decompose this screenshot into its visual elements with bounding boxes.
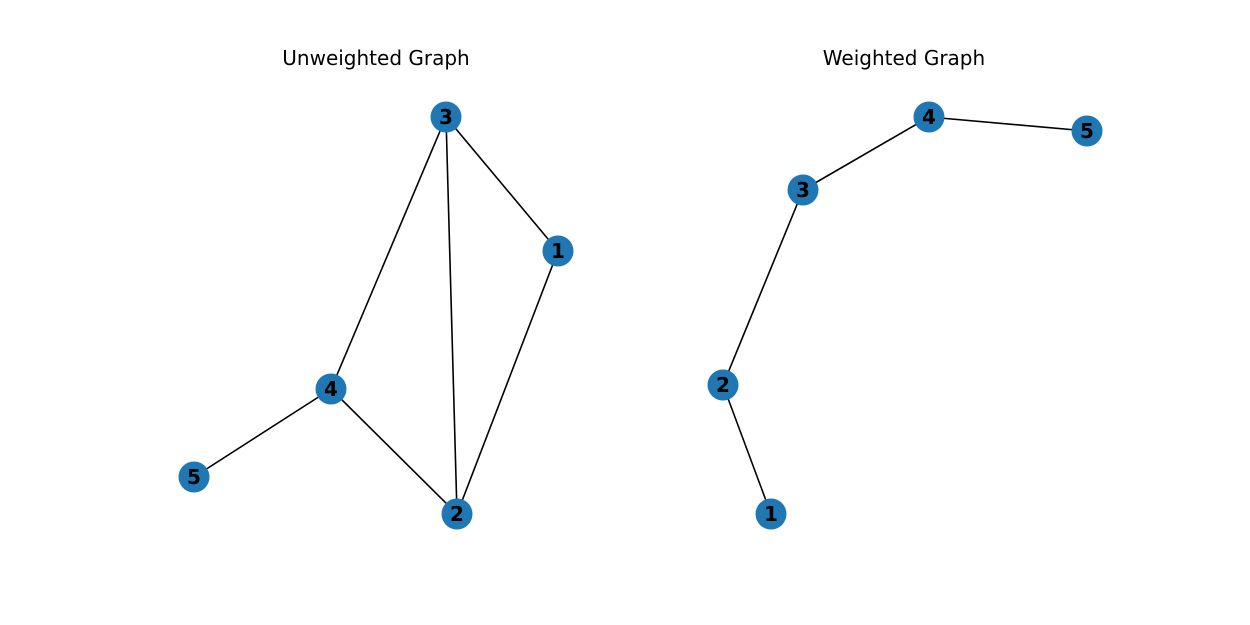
weighted-node-5: 5	[1071, 115, 1103, 147]
unweighted-edge-3-2	[445, 116, 458, 515]
unweighted-node-circle-5	[178, 461, 210, 493]
unweighted-node-5: 5	[178, 461, 210, 493]
weighted-edge-3-2	[722, 189, 804, 386]
unweighted-node-label-1: 1	[551, 239, 565, 263]
weighted-node-circle-3	[787, 174, 819, 206]
weighted-node-label-5: 5	[1080, 119, 1094, 143]
weighted-edge-2-1	[722, 384, 772, 515]
unweighted-node-1: 1	[542, 235, 574, 267]
unweighted-edge-3-4	[330, 116, 447, 390]
unweighted-node-circle-3	[430, 101, 462, 133]
unweighted-node-4: 4	[315, 373, 347, 405]
weighted-node-label-3: 3	[796, 178, 810, 202]
weighted-graph-title: Weighted Graph	[823, 46, 985, 70]
weighted-node-label-1: 1	[764, 502, 778, 526]
weighted-node-label-2: 2	[716, 373, 730, 397]
weighted-graph-nodes: 1 2 3 4 5	[707, 101, 1103, 530]
unweighted-graph-nodes: 1 2 3 4 5	[178, 101, 574, 530]
unweighted-node-label-3: 3	[439, 105, 453, 129]
unweighted-graph-panel: Unweighted Graph 1 2 3 4 5	[178, 46, 574, 530]
weighted-node-2: 2	[707, 369, 739, 401]
weighted-node-4: 4	[913, 101, 945, 133]
weighted-node-circle-5	[1071, 115, 1103, 147]
unweighted-node-label-4: 4	[324, 377, 338, 401]
unweighted-node-circle-2	[441, 498, 473, 530]
unweighted-node-3: 3	[430, 101, 462, 133]
weighted-node-circle-2	[707, 369, 739, 401]
weighted-graph-panel: Weighted Graph 1 2 3 4 5	[707, 46, 1103, 530]
weighted-node-circle-4	[913, 101, 945, 133]
unweighted-edge-1-2	[456, 250, 559, 515]
weighted-graph-edges	[722, 116, 1088, 515]
weighted-node-1: 1	[755, 498, 787, 530]
weighted-edge-4-3	[802, 116, 930, 191]
weighted-node-label-4: 4	[922, 105, 936, 129]
weighted-node-3: 3	[787, 174, 819, 206]
unweighted-edge-3-1	[445, 116, 559, 252]
unweighted-edge-4-5	[193, 388, 332, 478]
weighted-node-circle-1	[755, 498, 787, 530]
unweighted-edge-4-2	[330, 388, 458, 515]
unweighted-node-label-2: 2	[450, 502, 464, 526]
unweighted-node-2: 2	[441, 498, 473, 530]
unweighted-graph-title: Unweighted Graph	[282, 46, 469, 70]
unweighted-node-circle-4	[315, 373, 347, 405]
unweighted-node-label-5: 5	[187, 465, 201, 489]
unweighted-node-circle-1	[542, 235, 574, 267]
weighted-edge-4-5	[928, 116, 1088, 132]
unweighted-graph-edges	[193, 116, 559, 515]
